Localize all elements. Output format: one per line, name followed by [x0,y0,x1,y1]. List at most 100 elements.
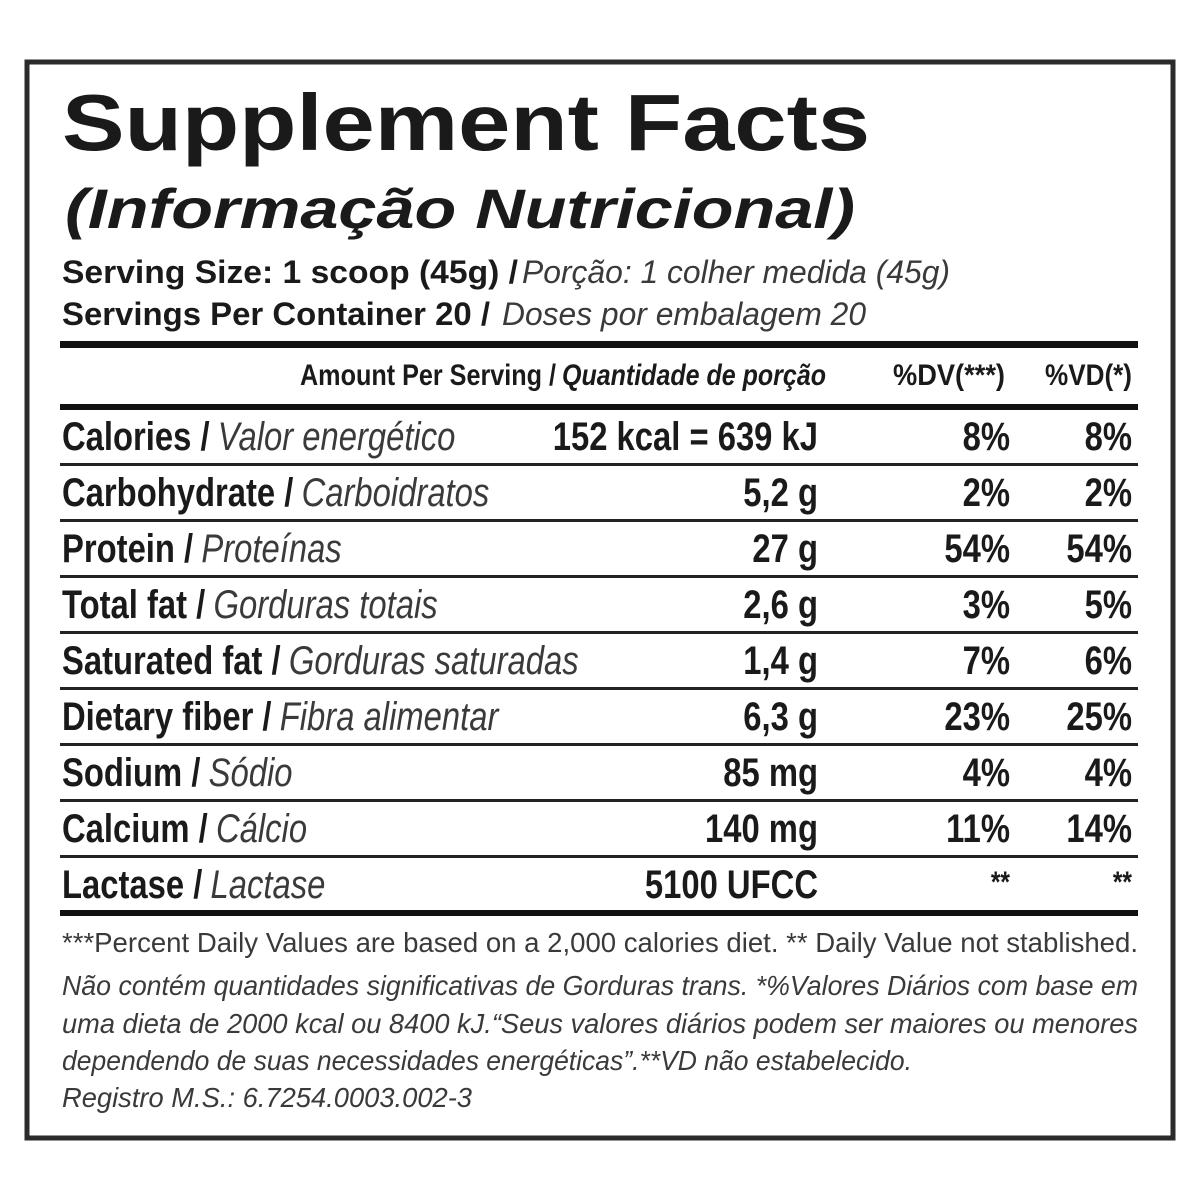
dv: 7% [963,638,1010,683]
nutrient-name-en: Total fat / [62,582,205,627]
amount: 2,6 g [743,582,818,627]
serving-size: Serving Size: 1 scoop (45g) / [62,254,518,290]
header-vd: %VD(*) [1045,359,1132,392]
amount: 1,4 g [743,638,818,683]
cell: 4% [1085,750,1132,795]
thick-rule [60,341,1138,348]
nutrient-name-en: Calcium / [62,806,208,851]
cell: Saturated fat / Gorduras saturadas [62,638,579,683]
cell: 4% [963,750,1010,795]
cell: 1,4 g [743,638,818,683]
dv: 2% [963,470,1010,515]
nutrient-name: Calcium / Cálcio [62,806,307,851]
nutrient-name: Sodium / Sódio [62,750,292,795]
nutrient-name-en: Sodium / [62,750,200,795]
dv: 3% [963,582,1010,627]
row-rule [60,855,1138,858]
cell: 27 g [752,526,818,571]
cell: Protein / Proteínas [62,526,342,571]
cell: 6% [1085,638,1132,683]
nutrient-name-pt: Sódio [209,750,293,795]
row-rule [60,519,1138,522]
dv: ** [991,865,1010,899]
nutrient-name-en: Calories / [62,414,210,459]
nutrient-name-pt: Proteínas [201,526,341,571]
amount: 5100 UFCC [645,862,818,907]
cell: 5% [1085,582,1132,627]
cell: 54% [1066,526,1132,571]
amount: 6,3 g [743,694,818,739]
nutrient-name-en: Saturated fat / [62,638,281,683]
nutrient-name-en: Dietary fiber / [62,694,272,739]
cell: Lactase / Lactase [62,862,325,907]
nutrient-name-en: Carbohydrate / [62,470,293,515]
row-rule [60,463,1138,466]
vd: 25% [1066,694,1132,739]
footnote: dependendo de suas necessidades energéti… [62,1045,912,1076]
row-rule [60,687,1138,690]
thick-rule [60,910,1138,916]
nutrient-name: Lactase / Lactase [62,862,325,907]
nutrient-name-pt: Gorduras totais [213,582,437,627]
cell: 14% [1066,806,1132,851]
row-rule [60,799,1138,802]
nutrient-name: Dietary fiber / Fibra alimentar [62,694,500,739]
dv: 4% [963,750,1010,795]
cell: 85 mg [723,750,818,795]
cell: Calories / Valor energético [62,414,455,459]
cell: 23% [944,694,1010,739]
nutrient-name: Saturated fat / Gorduras saturadas [62,638,579,683]
nutrient-name: Carbohydrate / Carboidratos [62,470,489,515]
vd: 6% [1085,638,1132,683]
dv: 23% [944,694,1010,739]
nutrient-name-pt: Valor energético [218,414,456,459]
nutrient-name-pt: Cálcio [216,806,307,851]
nutrient-name-pt: Fibra alimentar [280,694,500,739]
cell: 8% [1085,414,1132,459]
servings-per-container: Servings Per Container 20 / [62,296,490,332]
amount: 27 g [752,526,818,571]
row-rule [60,575,1138,578]
cell: ** [1113,865,1132,899]
footnote: ***Percent Daily Values are based on a 2… [62,927,1138,958]
vd: 4% [1085,750,1132,795]
cell: 5,2 g [743,470,818,515]
dv: 11% [946,806,1010,851]
header-amount: Amount Per Serving / [300,359,557,392]
nutrient-name-en: Protein / [62,526,193,571]
cell: 8% [963,414,1010,459]
cell: ** [991,865,1010,899]
servings-per-container-pt: Doses por embalagem 20 [502,296,866,332]
cell: 6,3 g [743,694,818,739]
nutrient-name-pt: Lactase [211,862,326,907]
vd: 14% [1066,806,1132,851]
cell: 2% [1085,470,1132,515]
cell: 5100 UFCC [645,862,818,907]
cell: Calcium / Cálcio [62,806,307,851]
cell: Dietary fiber / Fibra alimentar [62,694,500,739]
footnote: uma dieta de 2000 kcal ou 8400 kJ.“Seus … [62,1008,1138,1039]
nutrient-name-pt: Gorduras saturadas [289,638,579,683]
cell: 152 kcal = 639 kJ [553,414,818,459]
nutrient-rows: Calories / Valor energético 152 kcal = 639… [60,414,1138,907]
amount: 140 mg [705,806,818,851]
title: Supplement Facts [62,78,870,167]
vd: 8% [1085,414,1132,459]
cell: 7% [963,638,1010,683]
footnote: Não contém quantidades significativas de… [62,970,1138,1001]
cell: 3% [963,582,1010,627]
dv: 8% [963,414,1010,459]
serving-size-pt: Porção: 1 colher medida (45g) [522,254,950,290]
nutrient-name-en: Lactase / [62,862,202,907]
vd: ** [1113,865,1132,899]
row-rule [60,631,1138,634]
row-rule [60,743,1138,746]
nutrient-name: Protein / Proteínas [62,526,342,571]
cell: 140 mg [705,806,818,851]
header-amount-pt: Quantidade de porção [562,359,826,392]
vd: 54% [1066,526,1132,571]
cell: 54% [944,526,1010,571]
nutrient-name: Calories / Valor energético [62,414,455,459]
amount: 5,2 g [743,470,818,515]
